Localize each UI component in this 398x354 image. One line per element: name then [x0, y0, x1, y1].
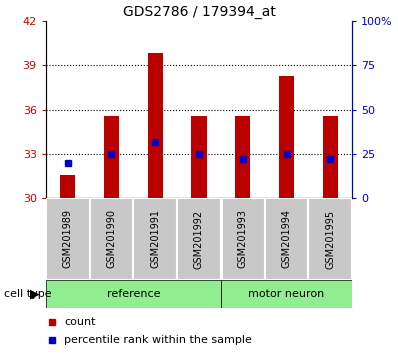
Text: count: count	[64, 318, 96, 327]
FancyBboxPatch shape	[308, 198, 352, 280]
Bar	[104, 116, 119, 198]
Text: GSM201991: GSM201991	[150, 210, 160, 268]
Text: ▶: ▶	[30, 287, 39, 300]
FancyBboxPatch shape	[46, 198, 90, 280]
Text: GSM201990: GSM201990	[106, 210, 117, 268]
Text: reference: reference	[107, 289, 160, 299]
Text: GSM201995: GSM201995	[325, 209, 336, 269]
FancyBboxPatch shape	[265, 198, 308, 280]
Text: GSM201993: GSM201993	[238, 210, 248, 268]
FancyBboxPatch shape	[177, 198, 221, 280]
Text: GSM201992: GSM201992	[194, 209, 204, 269]
FancyBboxPatch shape	[133, 198, 177, 280]
FancyBboxPatch shape	[46, 280, 221, 308]
Bar	[191, 116, 207, 198]
Title: GDS2786 / 179394_at: GDS2786 / 179394_at	[123, 5, 275, 19]
FancyBboxPatch shape	[90, 198, 133, 280]
Text: GSM201989: GSM201989	[62, 210, 73, 268]
FancyBboxPatch shape	[221, 280, 352, 308]
Bar	[235, 116, 250, 198]
Bar	[279, 76, 294, 198]
Bar	[148, 53, 163, 198]
Text: percentile rank within the sample: percentile rank within the sample	[64, 335, 252, 344]
Text: GSM201994: GSM201994	[281, 210, 292, 268]
Text: cell type: cell type	[4, 289, 52, 299]
Bar	[60, 175, 75, 198]
FancyBboxPatch shape	[221, 198, 265, 280]
Bar	[323, 116, 338, 198]
Text: motor neuron: motor neuron	[248, 289, 325, 299]
